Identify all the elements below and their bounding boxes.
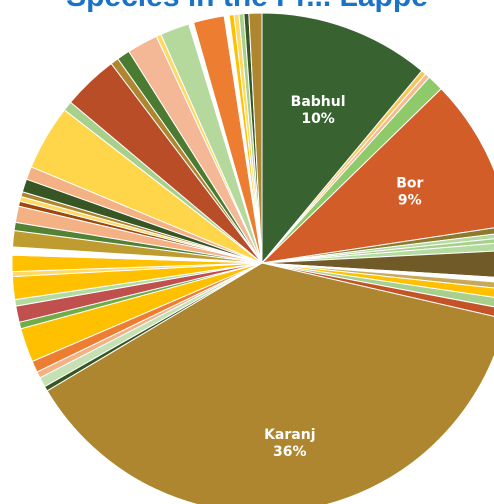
pie-labels: Babhul 10% Bor 9% Karanj 36% (264, 94, 423, 460)
slice-label-babhul: Babhul 10% (291, 94, 346, 127)
pie-slice-6 (261, 233, 494, 264)
pie-slice-bor (260, 88, 494, 264)
pie-slice-9 (261, 250, 494, 278)
pie-slice-51 (248, 12, 263, 264)
slice-label-bor: Bor 9% (396, 176, 423, 209)
pie-slice-karanj (46, 262, 494, 504)
slice-label-karanj: Karanj 36% (264, 427, 315, 460)
slice-label-percent: 36% (273, 444, 307, 460)
chart-title: Species in the Pr... Lappe (66, 0, 428, 13)
pie-slice-5 (261, 227, 494, 264)
pie-slice-babhul (261, 12, 423, 265)
slice-label-name: Bor (396, 176, 423, 192)
slice-label-name: Babhul (291, 94, 346, 110)
slice-label-percent: 10% (301, 111, 335, 127)
slice-label-percent: 9% (398, 193, 422, 209)
pie-slices (11, 12, 494, 504)
pie-slice-7 (261, 238, 494, 264)
slice-label-name: Karanj (264, 427, 315, 443)
